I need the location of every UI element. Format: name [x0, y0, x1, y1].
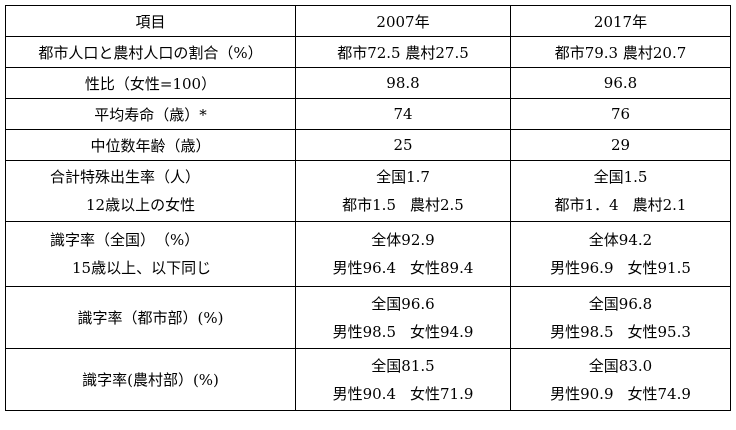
cell-2007: 全国1.7 都市1.5 農村2.5 — [295, 160, 511, 222]
cell-line2: 男性96.9 女性91.5 — [511, 254, 730, 282]
cell-2007: 74 — [295, 98, 511, 130]
cell-line1: 全国1.7 — [376, 168, 430, 186]
cell-2017: 76 — [510, 98, 731, 130]
cell-line2b: 女性89.4 — [410, 259, 474, 277]
cell-line2b: 女性74.9 — [627, 384, 691, 403]
cell-line2: 都市1.5 農村2.5 — [296, 191, 510, 219]
cell-2007: 全国96.6 男性98.5 女性94.9 — [295, 286, 511, 349]
table-row: 中位数年齢（歳） 25 29 — [5, 129, 731, 161]
cell-line2b: 女性71.9 — [410, 384, 474, 403]
row-label-line1: 合計特殊出生率（人） — [50, 168, 201, 186]
cell-line2b: 女性95.3 — [627, 322, 691, 341]
cell-line2a: 男性96.9 — [550, 259, 614, 277]
cell-line2a: 男性98.5 — [332, 322, 396, 341]
table-row: 識字率（都市部）(%) 全国96.6 男性98.5 女性94.9 全国96.8 男… — [5, 286, 731, 349]
cell-line1: 全国96.6 — [371, 294, 435, 313]
cell-2017: 全国83.0 男性90.9 女性74.9 — [510, 348, 731, 411]
statistics-table: 項目 2007年 2017年 都市人口と農村人口の割合（%） 都市72.5 農村… — [5, 5, 731, 411]
cell-line2a: 男性90.4 — [332, 384, 396, 403]
row-label: 合計特殊出生率（人） 12歳以上の女性 — [5, 160, 296, 222]
cell-2017: 29 — [510, 129, 731, 161]
row-label-line1: 識字率（全国） （%） — [50, 231, 200, 249]
cell-line2b: 女性91.5 — [627, 259, 691, 277]
header-2017: 2017年 — [510, 5, 731, 37]
cell-line2b: 農村2.5 — [410, 196, 464, 214]
cell-line2: 男性90.4 女性71.9 — [296, 380, 510, 408]
cell-line1: 全国81.5 — [371, 356, 435, 375]
row-label: 平均寿命（歳）* — [5, 98, 296, 130]
cell-2017: 都市79.3 農村20.7 — [510, 36, 731, 68]
cell-line2a: 男性98.5 — [550, 322, 614, 341]
row-label: 性比（女性=100） — [5, 67, 296, 99]
row-label: 識字率(農村部）(%) — [5, 348, 296, 411]
table-row: 都市人口と農村人口の割合（%） 都市72.5 農村27.5 都市79.3 農村2… — [5, 36, 731, 68]
cell-line2: 男性98.5 女性95.3 — [511, 318, 730, 346]
cell-line2a: 男性96.4 — [332, 259, 396, 277]
cell-2007: 98.8 — [295, 67, 511, 99]
cell-2017: 全体94.2 男性96.9 女性91.5 — [510, 221, 731, 287]
cell-2017: 全国1.5 都市1．4 農村2.1 — [510, 160, 731, 222]
cell-line2: 男性98.5 女性94.9 — [296, 318, 510, 346]
cell-line2: 都市1．4 農村2.1 — [511, 191, 730, 219]
cell-2017: 96.8 — [510, 67, 731, 99]
row-label: 識字率（都市部）(%) — [5, 286, 296, 349]
table-row: 合計特殊出生率（人） 12歳以上の女性 全国1.7 都市1.5 農村2.5 全国1… — [5, 160, 731, 222]
table-row: 性比（女性=100） 98.8 96.8 — [5, 67, 731, 99]
table-row: 識字率(農村部）(%) 全国81.5 男性90.4 女性71.9 全国83.0 男… — [5, 348, 731, 411]
table-header-row: 項目 2007年 2017年 — [5, 5, 731, 37]
row-label: 中位数年齢（歳） — [5, 129, 296, 161]
row-label-line2: 15歳以上、以下同じ — [72, 259, 212, 277]
cell-2007: 都市72.5 農村27.5 — [295, 36, 511, 68]
cell-line2b: 女性94.9 — [410, 322, 474, 341]
header-item: 項目 — [5, 5, 296, 37]
cell-line2: 男性96.4 女性89.4 — [296, 254, 510, 282]
cell-line2a: 都市1.5 — [342, 196, 396, 214]
cell-2007: 全体92.9 男性96.4 女性89.4 — [295, 221, 511, 287]
cell-line1: 全国83.0 — [588, 356, 653, 375]
cell-2017: 全国96.8 男性98.5 女性95.3 — [510, 286, 731, 349]
row-label-line2: 12歳以上の女性 — [86, 196, 196, 214]
cell-line1: 全国1.5 — [593, 168, 648, 186]
cell-2007: 全国81.5 男性90.4 女性71.9 — [295, 348, 511, 411]
table-row: 識字率（全国） （%） 15歳以上、以下同じ 全体92.9 男性96.4 女性89… — [5, 221, 731, 287]
cell-line1: 全国96.8 — [588, 294, 653, 313]
cell-line1: 全体92.9 — [371, 231, 435, 249]
cell-line2: 男性90.9 女性74.9 — [511, 380, 730, 408]
row-label: 都市人口と農村人口の割合（%） — [5, 36, 296, 68]
cell-line2a: 男性90.9 — [550, 384, 614, 403]
cell-line1: 全体94.2 — [588, 231, 653, 249]
cell-line2a: 都市1．4 — [554, 196, 619, 214]
cell-2007: 25 — [295, 129, 511, 161]
row-label: 識字率（全国） （%） 15歳以上、以下同じ — [5, 221, 296, 287]
cell-line2b: 農村2.1 — [632, 196, 687, 214]
table-row: 平均寿命（歳）* 74 76 — [5, 98, 731, 130]
header-2007: 2007年 — [295, 5, 511, 37]
